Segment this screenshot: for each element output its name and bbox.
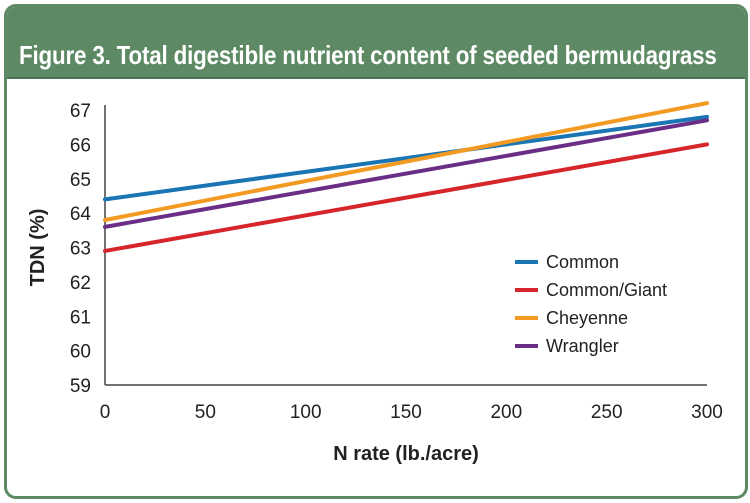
x-tick-label: 0: [100, 402, 111, 423]
series-line: [103, 114, 709, 202]
x-tick-label: 250: [591, 402, 623, 423]
y-tick-label: 64: [70, 204, 92, 225]
x-tick-label: 150: [390, 402, 422, 423]
x-tick-labels: 0 50 100 150 200 250 300: [100, 402, 723, 423]
y-tick-label: 59: [70, 376, 91, 397]
series-line: [103, 142, 709, 253]
series-lines: [103, 101, 709, 253]
x-tick-label: 50: [195, 402, 216, 423]
y-tick-labels: 59 60 61 62 63 64 65 66 67: [70, 101, 92, 397]
legend-label: Cheyenne: [546, 308, 628, 328]
y-axis-label: TDN (%): [27, 209, 49, 287]
x-axis-label: N rate (lb./acre): [333, 443, 479, 465]
title-bar: Figure 3. Total digestible nutrient cont…: [7, 7, 745, 79]
axes: [104, 105, 707, 386]
y-tick-label: 63: [70, 239, 91, 260]
x-tick-label: 300: [691, 402, 723, 423]
x-tick-label: 100: [290, 402, 322, 423]
x-tick-label: 200: [490, 402, 522, 423]
figure-title: Figure 3. Total digestible nutrient cont…: [19, 40, 717, 70]
legend-label: Common/Giant: [546, 280, 667, 300]
legend-label: Common: [546, 252, 619, 272]
y-tick-label: 62: [70, 273, 91, 294]
y-tick-label: 65: [70, 170, 91, 191]
series-line: [103, 118, 709, 229]
series-line: [103, 101, 709, 222]
legend: Common Common/Giant Cheyenne Wrangler: [515, 252, 667, 356]
legend-label: Wrangler: [546, 336, 619, 356]
figure-frame: Figure 3. Total digestible nutrient cont…: [4, 4, 748, 499]
y-tick-label: 66: [70, 135, 91, 156]
y-tick-label: 61: [70, 307, 91, 328]
y-tick-label: 60: [70, 342, 91, 363]
y-tick-label: 67: [70, 101, 91, 122]
